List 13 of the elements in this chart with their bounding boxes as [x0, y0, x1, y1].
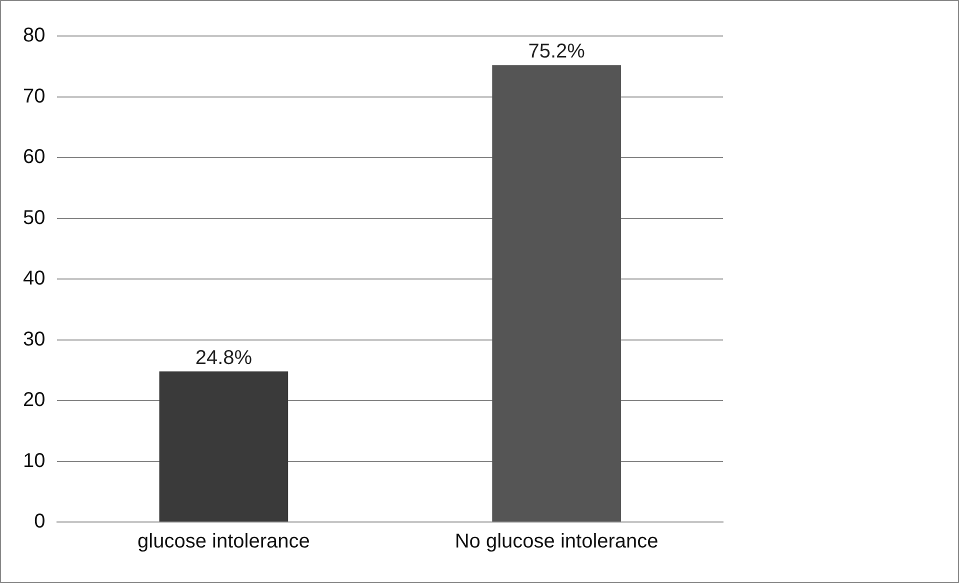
y-tick-label: 10	[22, 450, 46, 472]
x-tick-label: glucose intolerance	[138, 530, 310, 553]
data-label: 75.2%	[528, 40, 586, 63]
y-tick-label: 20	[22, 389, 46, 412]
y-tick-label: 0	[34, 510, 46, 533]
x-tick-label: No glucose intolerance	[454, 530, 658, 553]
y-tick-label: 30	[22, 328, 46, 350]
y-tick-label: 50	[22, 206, 46, 229]
y-tick-label: 70	[22, 85, 46, 108]
y-tick-label: 60	[22, 146, 46, 168]
y-tick-label: 40	[22, 268, 46, 290]
y-tick-label: 80	[22, 24, 46, 47]
data-label: 24.8%	[195, 346, 252, 369]
